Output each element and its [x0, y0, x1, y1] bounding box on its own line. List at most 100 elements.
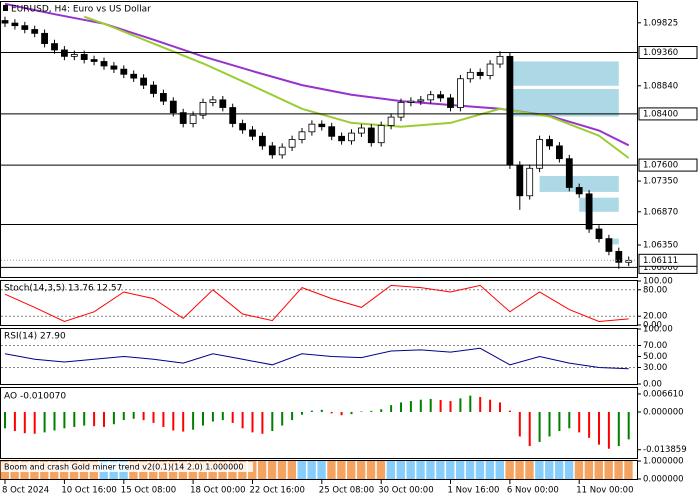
x-tick-label: 25 Oct 08:00 — [319, 486, 374, 496]
ao-bar — [43, 411, 46, 433]
candle-body — [239, 123, 247, 131]
candle-body — [605, 238, 613, 252]
ao-bar — [83, 411, 86, 426]
indicator-title: Stoch(14,3,5) 13.76 12.57 — [4, 284, 122, 294]
level-label: 1.06000 — [643, 263, 678, 273]
ao-bar — [350, 411, 353, 415]
candle-body — [308, 123, 316, 133]
trend-bar — [564, 461, 574, 479]
trend-bar — [327, 461, 336, 479]
trend-bar — [436, 461, 445, 479]
indicator-line — [4, 347, 629, 370]
candle-body — [199, 102, 207, 116]
ao-bar — [330, 411, 333, 414]
title-icon — [3, 5, 8, 11]
candle-body — [506, 55, 514, 166]
indicator-title: AO -0.010070 — [4, 392, 66, 402]
ao-bar — [182, 411, 185, 432]
candle-body — [348, 132, 355, 142]
candle-body — [427, 94, 435, 101]
trend-bar — [465, 461, 475, 479]
candle-body — [387, 116, 395, 126]
candle-body — [536, 139, 543, 169]
trend-bar — [317, 461, 326, 479]
candle-body — [417, 99, 425, 102]
trend-bar — [485, 461, 495, 479]
trend-bar — [386, 461, 396, 479]
panel-plot — [1, 2, 637, 269]
trend-bar — [347, 461, 356, 479]
ao-bar — [93, 411, 96, 427]
candle-body — [447, 97, 454, 108]
y-tick-label: 100.00 — [643, 325, 673, 335]
ao-bar — [409, 401, 412, 412]
candle-body — [318, 123, 326, 128]
ao-bar — [53, 411, 56, 431]
y-tick-label: 100.00 — [643, 277, 673, 287]
candle-body — [367, 127, 375, 144]
panel-frame — [0, 1, 638, 278]
candle-body — [357, 127, 365, 134]
ao-bar — [568, 411, 571, 429]
ao-bar — [548, 411, 551, 437]
y-tick-label: 0.006610 — [643, 389, 684, 399]
ao-bar — [271, 411, 274, 432]
candle-body — [249, 129, 256, 137]
last-price-box — [638, 253, 698, 267]
trend-bar — [584, 461, 594, 479]
last-price-label: 1.06111 — [643, 256, 678, 266]
trend-bar — [525, 461, 534, 479]
supply-zone — [579, 197, 619, 212]
ao-bar — [310, 410, 313, 412]
candle-body — [486, 63, 494, 76]
ao-bar — [261, 411, 264, 434]
x-tick-label: 30 Oct 00:00 — [378, 486, 433, 496]
moving-average — [83, 15, 630, 159]
ao-bar — [489, 399, 492, 412]
ao-bar — [578, 411, 581, 433]
trend-bar — [535, 461, 544, 479]
trend-bar — [495, 461, 504, 479]
ao-bar — [152, 411, 155, 423]
ao-bar — [370, 410, 373, 412]
candle-body — [258, 135, 266, 147]
y-tick-label: 0.00 — [643, 380, 662, 390]
candle-body — [268, 145, 276, 156]
trend-bar — [554, 461, 564, 479]
ao-bar — [63, 411, 66, 429]
ao-bar — [558, 411, 561, 432]
trend-bar — [277, 461, 287, 479]
trend-bar — [604, 461, 613, 479]
candle-body — [51, 43, 58, 51]
ao-bar — [132, 411, 135, 419]
ao-bar — [291, 411, 294, 421]
trend-bar — [446, 461, 455, 479]
ao-bar — [122, 411, 125, 421]
y-tick-label: 1.000000 — [643, 457, 684, 467]
ao-bar — [429, 398, 432, 412]
trend-bar — [475, 461, 485, 479]
x-tick-label: 1 Nov 16:00 — [448, 486, 500, 496]
x-tick-label: 15 Oct 08:00 — [121, 486, 176, 496]
indicator-title-bg — [1, 462, 253, 472]
trend-bar — [396, 461, 405, 479]
ao-bar — [33, 411, 36, 434]
ao-bar — [241, 411, 244, 429]
candle-body — [219, 99, 227, 108]
ao-bar — [598, 411, 600, 445]
y-tick-label: 1.06870 — [643, 207, 678, 217]
ao-bar — [73, 411, 76, 427]
candle-body — [556, 145, 563, 160]
candle-body — [476, 71, 484, 76]
candle-body — [169, 100, 177, 114]
candle-body — [288, 139, 296, 148]
ao-bar — [528, 411, 531, 447]
ao-bar — [281, 411, 284, 426]
candle-body — [456, 78, 464, 108]
candle-body — [1, 20, 9, 24]
candle-body — [377, 125, 385, 144]
y-tick-label: 0.000000 — [643, 407, 684, 417]
ao-bar — [390, 405, 393, 412]
candle-body — [229, 107, 237, 124]
